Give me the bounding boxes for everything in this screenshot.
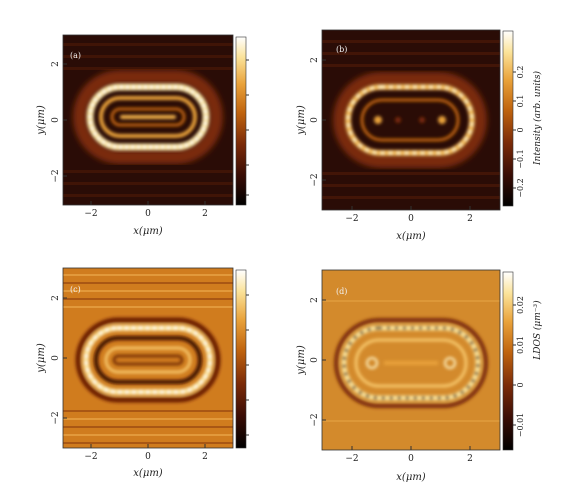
panel-b: (b) −2 0 2 2 0 −2 x(μm) y(μm) 0.2	[296, 29, 543, 242]
panel-a-colorbar	[235, 36, 249, 206]
panel-a-ylabel: y(μm)	[36, 105, 47, 136]
panel-c: (c) −2 0 2 2 0 −2 x(μm) y(μm)	[36, 267, 249, 479]
panel-a-xlabel: x(μm)	[133, 226, 163, 237]
panel-a: (a) −2 0 2 2 0 −2 x(μm) y(μm)	[36, 34, 249, 237]
panel-d-y-ticks: 2 0 −2	[310, 297, 326, 427]
panel-c-xtick-label: 2	[202, 452, 208, 462]
panel-c-ripples	[63, 274, 233, 444]
panel-b-cbtick-label: −0.2	[516, 178, 525, 197]
panel-c-y-ticks: 2 0 −2	[51, 295, 67, 425]
panel-b-xtick-label: 2	[467, 214, 473, 224]
panel-a-label: (a)	[70, 51, 81, 60]
panel-d-x-ticks: −2 0 2	[345, 446, 473, 464]
panel-a-xtick-label: 2	[202, 209, 208, 219]
panel-c-ytick-label: −2	[51, 411, 61, 424]
panel-d-ylabel: y(μm)	[296, 345, 307, 376]
panel-d-label: (d)	[336, 287, 347, 296]
panel-b-ripples	[322, 40, 500, 199]
panel-c-ytick-label: 0	[51, 355, 61, 361]
panel-d-ytick-label: 2	[310, 297, 320, 303]
panel-a-ytick-label: 0	[51, 117, 61, 123]
panel-c-ylabel: y(μm)	[36, 343, 47, 374]
panel-b-colorbar: 0.2 0.1 0 −0.1 −0.2 Intensity (arb. unit…	[502, 30, 543, 207]
panel-b-y-ticks: 2 0 −2	[310, 57, 326, 187]
panel-b-ytick-label: 0	[310, 117, 320, 123]
panel-b-ytick-label: 2	[310, 57, 320, 63]
panel-d-xtick-label: 0	[408, 454, 414, 464]
panel-a-ripples	[63, 43, 233, 197]
panel-d-cbtick-label: 0.02	[516, 296, 525, 314]
panel-b-cbtick-label: 0	[516, 127, 525, 132]
panel-d-plot-area	[322, 270, 500, 450]
panel-c-xtick-label: −2	[84, 452, 97, 462]
panel-c-xtick-label: 0	[145, 452, 151, 462]
panel-d-colorbar: 0.02 0.01 0 −0.01 LDOS (μm⁻³)	[502, 271, 543, 451]
panel-a-ring-pattern	[86, 83, 210, 151]
panel-d-cbtick-label: 0.01	[516, 336, 525, 354]
panel-b-label: (b)	[336, 45, 347, 54]
panel-d-xtick-label: −2	[345, 454, 358, 464]
panel-d-cbtick-label: −0.01	[516, 413, 525, 438]
panel-b-colorbar-label: Intensity (arb. units)	[532, 70, 543, 166]
panel-c-x-ticks: −2 0 2	[84, 444, 208, 462]
panel-b-xtick-label: −2	[345, 214, 358, 224]
panel-d-ripples	[322, 300, 500, 422]
panel-c-ring-pattern	[75, 317, 221, 403]
panel-c-ytick-label: 2	[51, 295, 61, 301]
panel-b-cbtick-label: −0.1	[516, 149, 525, 168]
panel-a-y-ticks: 2 0 −2	[51, 61, 67, 183]
panel-c-label: (c)	[70, 285, 81, 294]
panel-a-ytick-label: −2	[51, 169, 61, 182]
panel-d-xtick-label: 2	[467, 454, 473, 464]
panel-d: (d) −2 0 2 2 0 −2 x(μm) y(μm) 0.02 0.01	[296, 269, 543, 483]
panel-b-xlabel: x(μm)	[396, 231, 426, 242]
panel-b-ring-pattern	[345, 84, 475, 156]
panel-b-cbtick-label: 0.1	[516, 95, 525, 108]
panel-b-cbtick-label: 0.2	[516, 66, 525, 79]
panel-b-xtick-label: 0	[408, 214, 414, 224]
panel-b-x-ticks: −2 0 2	[345, 206, 473, 224]
panel-c-xlabel: x(μm)	[133, 468, 163, 479]
panel-d-colorbar-label: LDOS (μm⁻³)	[532, 300, 543, 361]
panel-d-ring-pattern	[334, 318, 488, 408]
panel-b-ylabel: y(μm)	[296, 105, 307, 136]
panel-d-ytick-label: 0	[310, 357, 320, 363]
panel-a-ytick-label: 2	[51, 61, 61, 67]
panel-c-colorbar	[235, 269, 249, 449]
panel-d-cbtick-label: 0	[516, 382, 525, 387]
panel-a-x-ticks: −2 0 2	[84, 201, 208, 219]
panel-d-ytick-label: −2	[310, 413, 320, 426]
panel-a-xtick-label: 0	[145, 209, 151, 219]
panel-a-xtick-label: −2	[84, 209, 97, 219]
panel-b-ytick-label: −2	[310, 173, 320, 186]
panel-d-xlabel: x(μm)	[396, 472, 426, 483]
